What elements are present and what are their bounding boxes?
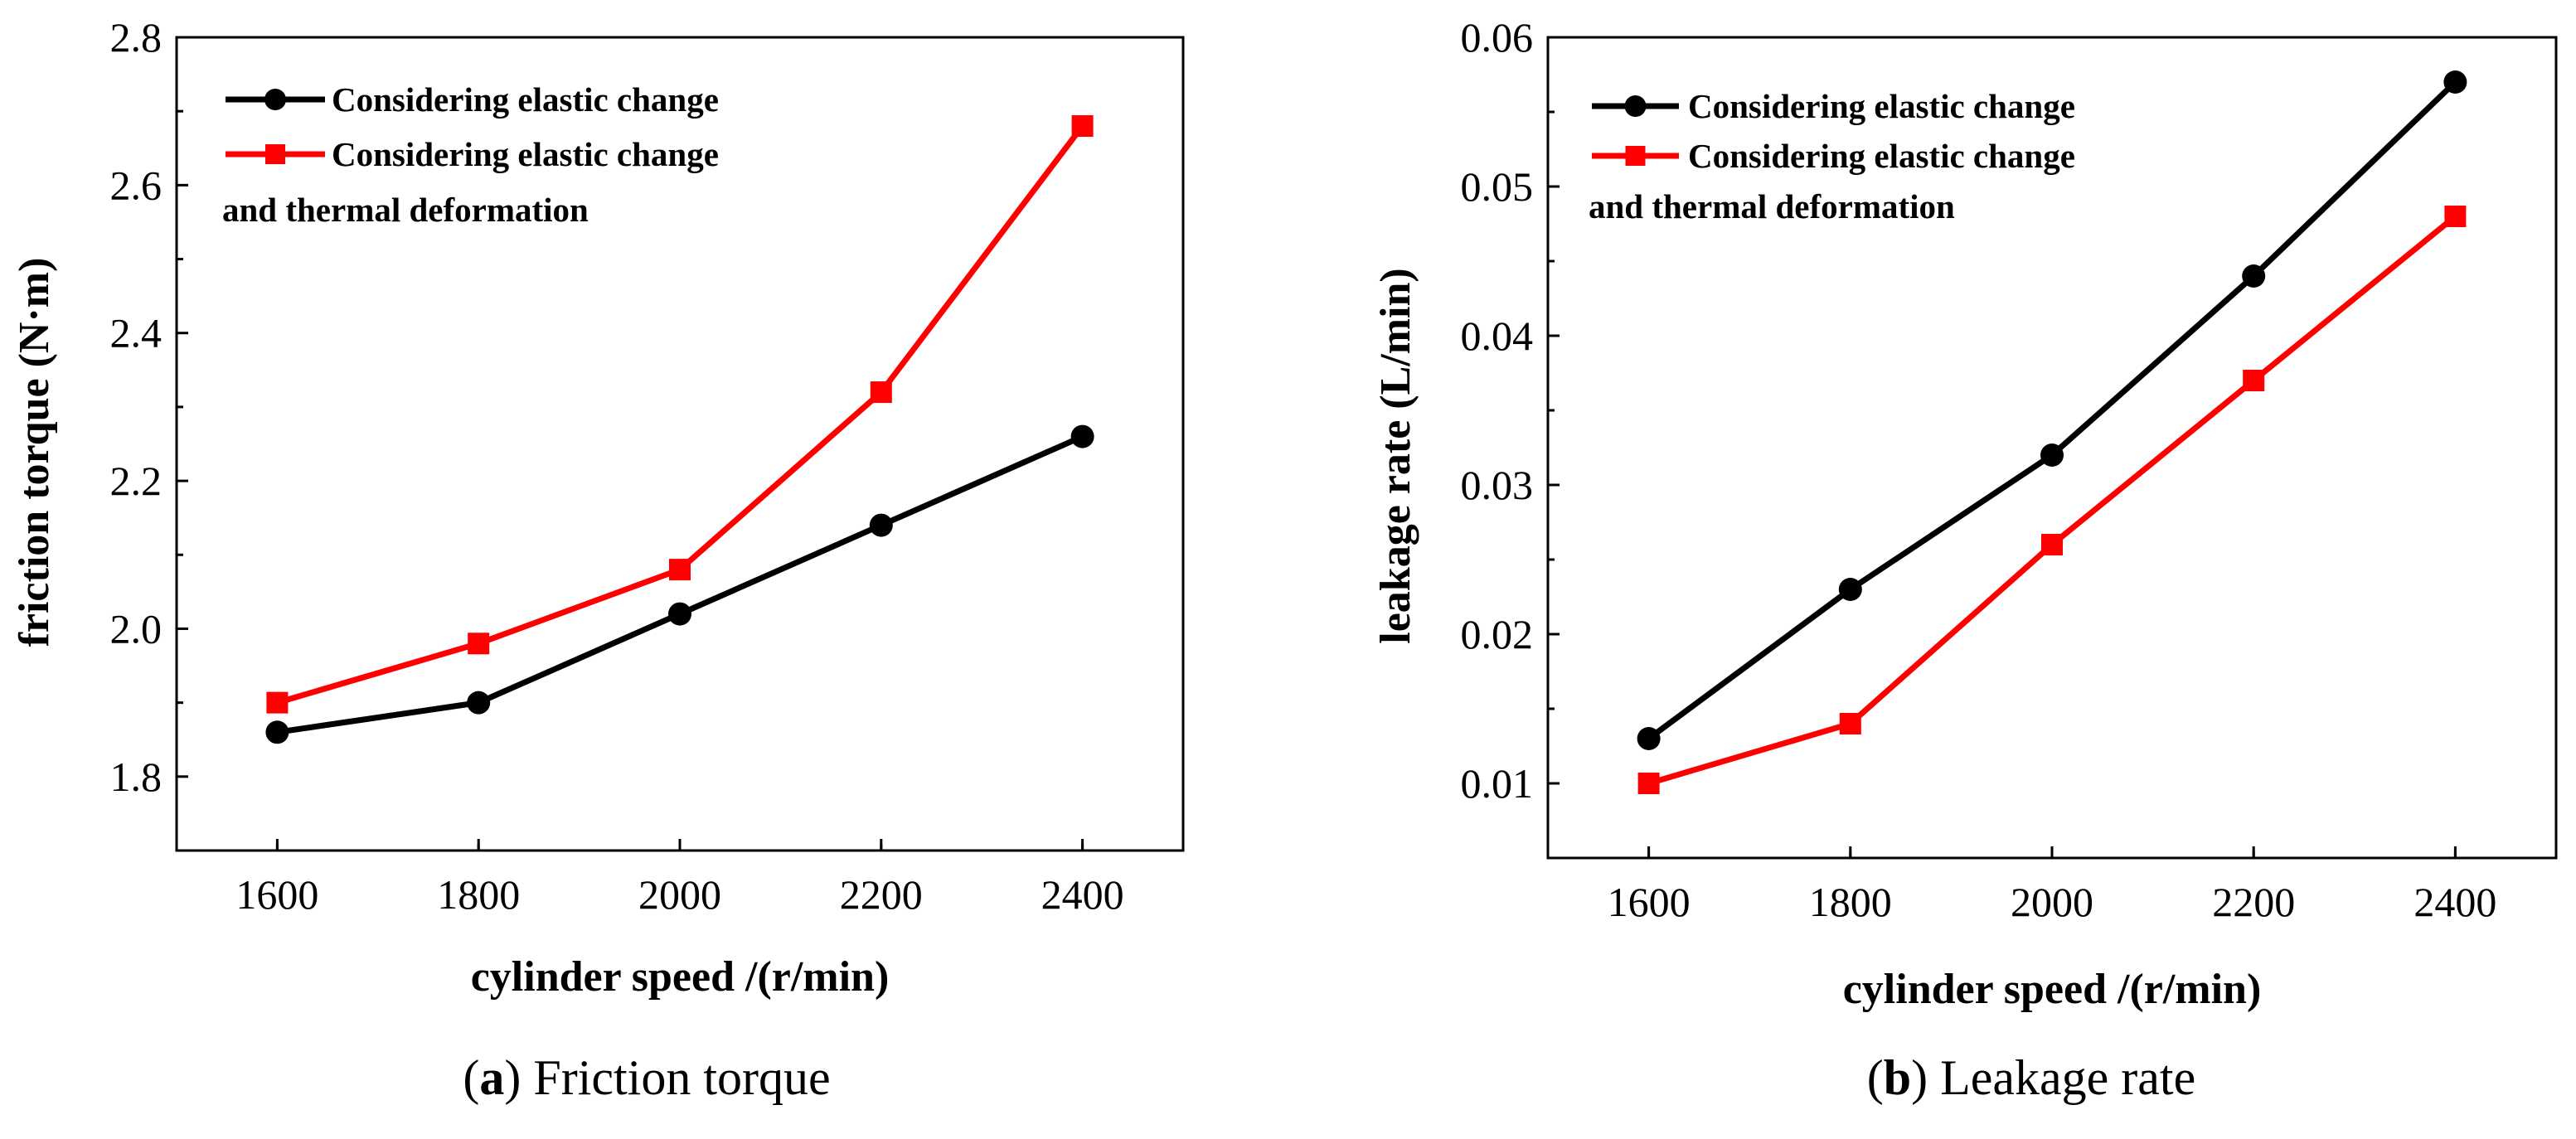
data-point	[468, 633, 490, 655]
series-elastic-thermal	[266, 115, 1094, 714]
data-point	[2040, 443, 2064, 467]
y-tick-label: 0.04	[1461, 313, 1534, 359]
caption-paren: (	[1867, 1050, 1884, 1105]
legend-label: Considering elastic change	[332, 135, 719, 173]
x-tick-label: 1600	[1608, 879, 1691, 925]
legend: Considering elastic change Considering el…	[1589, 87, 2075, 225]
data-point	[2041, 534, 2063, 555]
series-elastic	[265, 424, 1094, 744]
y-tick-label: 0.03	[1461, 462, 1534, 508]
caption-letter: a	[479, 1050, 504, 1105]
data-point	[870, 381, 892, 404]
x-axis-title: cylinder speed /(r/min)	[471, 953, 890, 1001]
figure-caption-a: (a) Friction torque	[463, 1050, 830, 1105]
chart-panel-b: 1600 1800 2000 2200 2400 0.01 0.02 0.03 0.04 0.05…	[1372, 14, 2558, 1013]
data-point	[1838, 578, 1862, 601]
y-axis-title: friction torque (N·m)	[11, 258, 58, 647]
caption-title: Leakage rate	[1928, 1050, 2195, 1105]
data-point	[2443, 70, 2467, 94]
data-point	[2243, 370, 2265, 391]
x-tick-label: 1800	[1809, 879, 1892, 925]
x-tick-label: 2400	[1041, 871, 1124, 918]
y-axis-title: leakage rate (L/min)	[1372, 268, 1419, 643]
data-point	[265, 720, 289, 744]
data-point	[1839, 713, 1861, 734]
data-point	[1071, 115, 1094, 138]
y-tick-label: 2.0	[110, 605, 163, 652]
legend-marker	[265, 144, 285, 164]
legend-marker	[264, 89, 286, 110]
y-tick-label: 0.02	[1461, 611, 1534, 657]
y-tick-label: 1.8	[110, 754, 163, 800]
series-line	[276, 434, 1084, 735]
x-tick-label: 2400	[2413, 879, 2496, 925]
legend-marker	[1624, 95, 1647, 117]
data-point	[669, 559, 691, 581]
y-tick-label: 0.05	[1461, 163, 1534, 210]
caption-letter: b	[1884, 1050, 1911, 1105]
data-point	[1070, 424, 1094, 448]
data-point	[1637, 727, 1661, 750]
x-axis-title: cylinder speed /(r/min)	[1843, 966, 2262, 1013]
x-tick-label: 1800	[437, 871, 520, 918]
y-tick-label: 2.2	[110, 458, 163, 504]
legend-marker	[1625, 146, 1646, 166]
legend-label: Considering elastic change	[332, 80, 719, 119]
data-point	[266, 691, 289, 714]
x-tick-label: 2000	[638, 871, 721, 918]
x-tick-label: 1600	[235, 871, 318, 918]
legend-label: and thermal deformation	[1589, 187, 1955, 225]
x-tick-label: 2200	[840, 871, 923, 918]
caption-title: Friction torque	[521, 1050, 830, 1105]
series-elastic	[1637, 70, 2467, 750]
data-point	[869, 513, 893, 537]
data-point	[1637, 773, 1660, 794]
legend: Considering elastic change Considering el…	[222, 80, 719, 229]
caption-paren: )	[504, 1050, 521, 1105]
data-point	[668, 602, 691, 626]
data-point	[467, 691, 491, 715]
x-tick-label: 2200	[2212, 879, 2295, 925]
x-tick-label: 2000	[2011, 879, 2093, 925]
y-tick-label: 0.06	[1461, 14, 1534, 61]
caption-paren: (	[463, 1050, 479, 1105]
y-tick-label: 0.01	[1461, 760, 1534, 807]
series-line	[1647, 80, 2457, 741]
legend-label: Considering elastic change	[1688, 87, 2075, 125]
caption-paren: )	[1911, 1050, 1928, 1105]
y-tick-label: 2.4	[110, 310, 163, 356]
series-line	[1647, 214, 2457, 787]
data-point	[2444, 206, 2467, 227]
legend-label: and thermal deformation	[222, 191, 589, 229]
figure-caption-b: (b) Leakage rate	[1867, 1050, 2195, 1105]
data-point	[2242, 264, 2266, 288]
y-tick-label: 2.6	[110, 162, 163, 208]
y-tick-label: 2.8	[110, 14, 163, 61]
chart-panel-a: 1600 1800 2000 2200 2400 1.8 2.0 2.2 2.4 2.6 2.8 cy…	[11, 14, 1185, 1001]
series-elastic-thermal	[1637, 206, 2467, 794]
legend-label: Considering elastic change	[1688, 137, 2075, 175]
